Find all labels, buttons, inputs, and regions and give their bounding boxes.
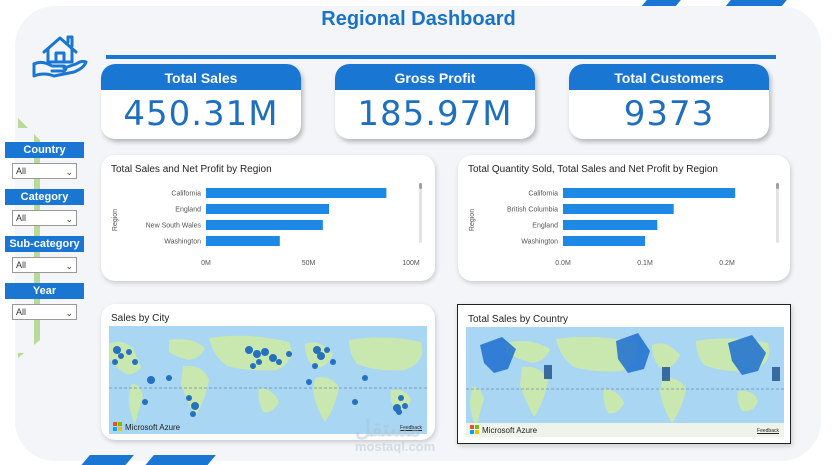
chart-card-sales-profit-region[interactable]: Total Sales and Net Profit by Region Reg… — [101, 155, 435, 281]
slicer-sub-category[interactable]: Sub-category All ⌄ — [5, 236, 84, 273]
x-tick-label: 50M — [302, 260, 316, 267]
x-tick-label: 0.1M — [637, 260, 653, 267]
bar — [563, 236, 645, 246]
slicer-label: Year — [5, 283, 84, 299]
map-attribution: Microsoft Azure — [482, 426, 538, 435]
chevron-down-icon: ⌄ — [65, 261, 73, 271]
map-attribution: Microsoft Azure — [125, 423, 181, 432]
map-title: Sales by City — [111, 313, 170, 324]
country-select[interactable]: All ⌄ — [12, 163, 77, 179]
kpi-label: Total Sales — [101, 64, 301, 90]
category-label: Washington — [164, 239, 201, 246]
chevron-down-icon: ⌄ — [65, 308, 73, 318]
microsoft-logo-icon — [470, 425, 479, 434]
chevron-down-icon: ⌄ — [65, 167, 73, 177]
slicer-label: Category — [5, 189, 84, 205]
country-map[interactable]: Microsoft Azure Feedback — [466, 327, 784, 437]
scrollbar-thumb — [776, 183, 779, 189]
bar — [563, 204, 674, 214]
page-title: Regional Dashboard — [321, 8, 516, 30]
category-label: California — [528, 191, 558, 198]
world-map — [466, 333, 784, 437]
title-divider — [106, 55, 776, 59]
x-tick-label: 100M — [402, 260, 420, 267]
watermark-ar: مستقل — [355, 416, 421, 441]
kpi-value: 185.97M — [357, 94, 513, 134]
home-icon — [32, 35, 88, 78]
bar — [206, 236, 280, 246]
bar — [206, 220, 323, 230]
decor-stripe — [142, 455, 216, 465]
slicer-label: Sub-category — [5, 236, 84, 252]
bar — [563, 188, 736, 198]
map-title: Total Sales by Country — [468, 314, 569, 325]
world-map — [109, 335, 427, 424]
chart-title: Total Quantity Sold, Total Sales and Net… — [468, 164, 718, 175]
category-label: Washington — [521, 239, 558, 246]
bar — [206, 204, 329, 214]
category-label: British Columbia — [507, 207, 558, 214]
chevron-down-icon: ⌄ — [65, 214, 73, 224]
bar — [206, 188, 387, 198]
kpi-total-customers[interactable]: Total Customers 9373 — [569, 64, 769, 139]
category-label: England — [175, 207, 201, 214]
scrollbar-track — [776, 183, 779, 243]
kpi-label: Gross Profit — [335, 64, 535, 90]
kpi-gross-profit[interactable]: Gross Profit 185.97M — [335, 64, 535, 139]
watermark: مستقل mostaql.com — [355, 418, 435, 454]
bar — [563, 220, 658, 230]
map-card-sales-by-city[interactable]: Sales by City — [101, 304, 435, 440]
bar-chart-quantity: Region California British Columbia England W… — [469, 183, 779, 267]
x-tick-label: 0.0M — [555, 260, 571, 267]
kpi-label: Total Customers — [569, 64, 769, 90]
category-label: California — [171, 191, 201, 198]
map-card-sales-by-country[interactable]: Total Sales by Country — [457, 304, 791, 444]
select-value: All — [16, 307, 27, 317]
map-feedback-link[interactable]: Feedback — [757, 428, 779, 434]
slicer-year[interactable]: Year All ⌄ — [5, 283, 84, 320]
category-label: New South Wales — [146, 223, 202, 230]
slicer-category[interactable]: Category All ⌄ — [5, 189, 84, 226]
decor-stripe — [725, 0, 791, 6]
select-value: All — [16, 213, 27, 223]
y-axis-label: Region — [469, 209, 476, 231]
category-label: England — [532, 223, 558, 230]
map-feedback-link[interactable]: Feedback — [400, 425, 422, 431]
scrollbar-thumb — [419, 183, 422, 189]
x-tick-label: 0.2M — [719, 260, 735, 267]
select-value: All — [16, 260, 27, 270]
microsoft-logo-icon — [113, 422, 122, 431]
slicer-label: Country — [5, 142, 84, 158]
category-select[interactable]: All ⌄ — [12, 210, 77, 226]
watermark-en: mostaql.com — [355, 439, 436, 454]
kpi-total-sales[interactable]: Total Sales 450.31M — [101, 64, 301, 139]
sub-category-select[interactable]: All ⌄ — [12, 257, 77, 273]
y-axis-label: Region — [112, 209, 119, 231]
x-tick-label: 0M — [201, 260, 211, 267]
year-select[interactable]: All ⌄ — [12, 304, 77, 320]
chart-title: Total Sales and Net Profit by Region — [111, 164, 272, 175]
kpi-value: 9373 — [623, 94, 715, 134]
scrollbar-track — [419, 183, 422, 243]
bar-chart-sales-profit: Region California England New South Wales Wa… — [112, 183, 422, 267]
slicer-country[interactable]: Country All ⌄ — [5, 142, 84, 179]
city-map[interactable]: Microsoft Azure Feedback — [109, 326, 427, 434]
select-value: All — [16, 166, 27, 176]
kpi-value: 450.31M — [123, 94, 279, 134]
chart-card-quantity-region[interactable]: Total Quantity Sold, Total Sales and Net… — [458, 155, 790, 281]
